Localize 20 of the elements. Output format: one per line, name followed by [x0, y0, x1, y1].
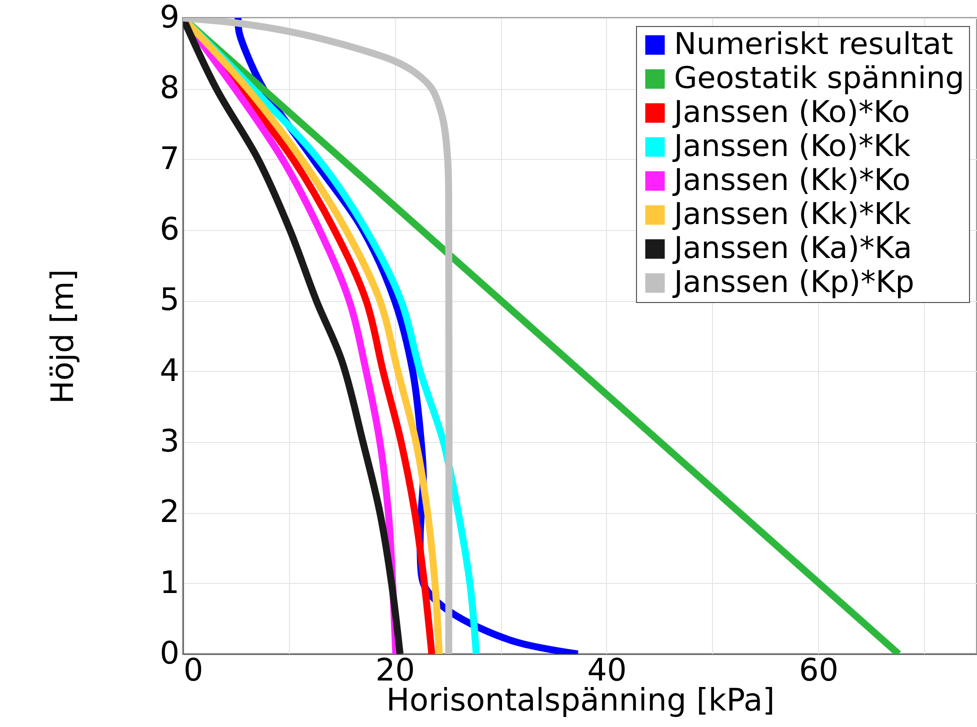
y-tick-label: 5 [160, 282, 180, 318]
legend-label: Janssen (Ka)*Ka [672, 231, 912, 266]
y-tick-label: 1 [160, 564, 180, 601]
y-tick-label: 7 [160, 140, 180, 177]
legend-label: Janssen (Ko)*Kk [672, 129, 912, 164]
y-tick-label: 3 [160, 424, 180, 460]
y-tick-label: 6 [160, 212, 180, 248]
legend-label: Janssen (Ko)*Ko [672, 95, 910, 130]
x-tick-label: 0 [184, 652, 204, 688]
y-tick-label: 2 [160, 494, 180, 530]
y-axis-title: Höjd [m] [44, 269, 81, 404]
y-tick-label: 4 [160, 352, 180, 389]
x-tick-label: 60 [798, 652, 838, 688]
legend-label: Geostatik spänning [674, 61, 964, 96]
y-tick-label: 9 [160, 0, 180, 36]
legend-label: Janssen (Kk)*Kk [672, 197, 912, 232]
y-tick-label: 8 [160, 70, 180, 106]
legend-label: Janssen (Kk)*Ko [672, 163, 910, 198]
legend-label: Numeriskt resultat [674, 27, 954, 62]
legend-label: Janssen (Kp)*Kp [672, 265, 914, 300]
